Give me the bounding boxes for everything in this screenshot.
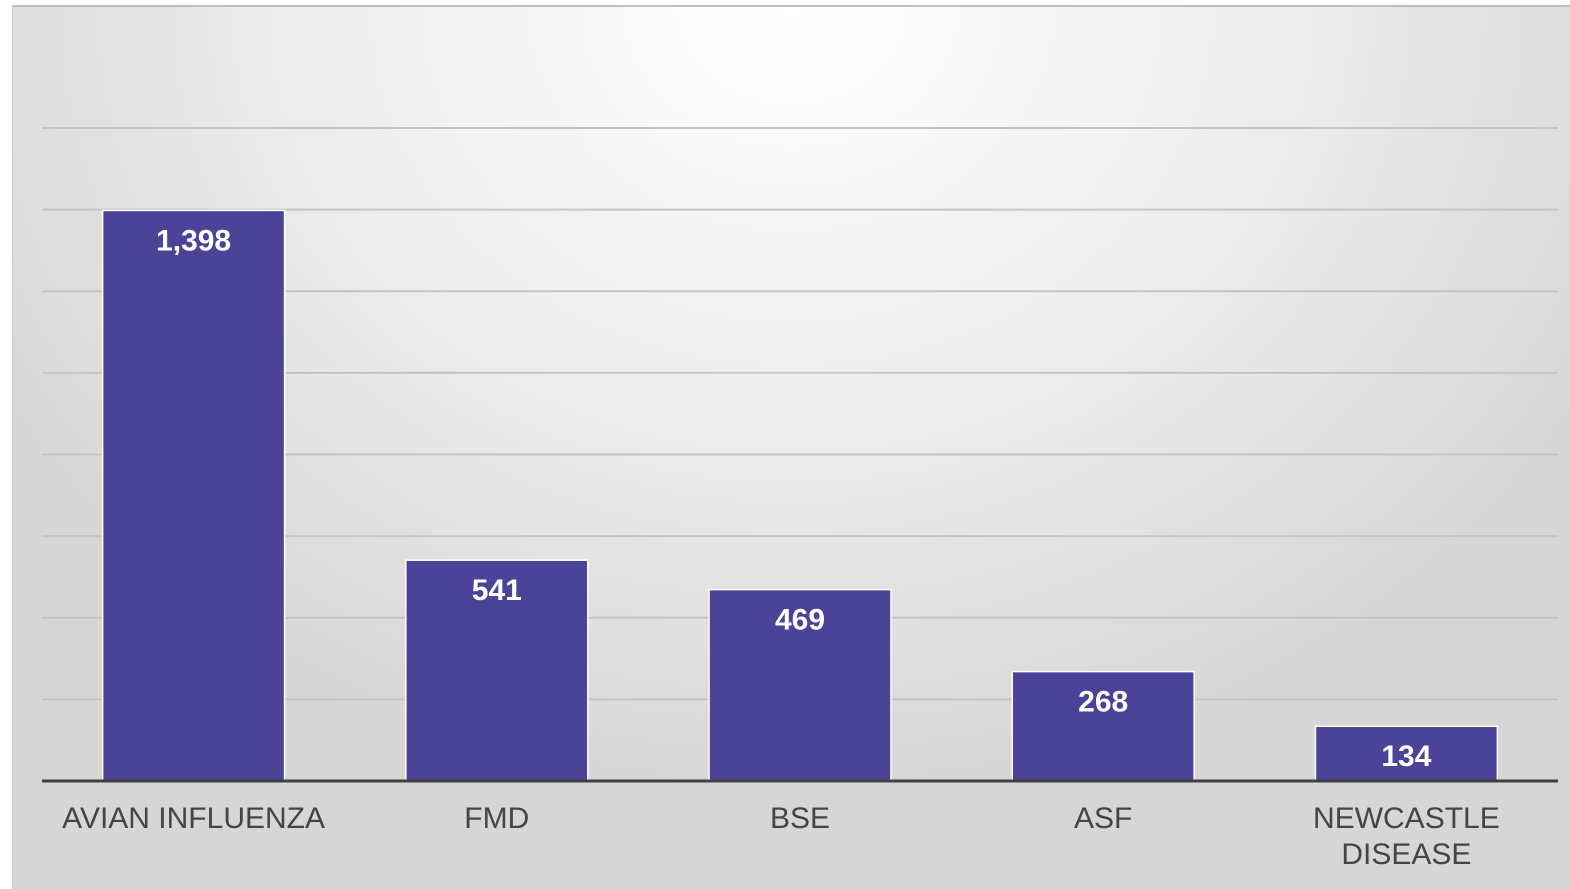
- data-label: 469: [775, 604, 825, 637]
- x-tick-label: NEWCASTLE DISEASE: [1313, 802, 1500, 871]
- bar: [1011, 670, 1195, 782]
- bar: [101, 209, 286, 782]
- bar: [1314, 725, 1499, 782]
- x-tick-label: BSE: [769, 802, 831, 835]
- data-label: 541: [472, 574, 522, 607]
- x-tick-label: AVIAN INFLUENZA: [62, 802, 325, 835]
- bar: [708, 588, 892, 782]
- x-tick-label: FMD: [464, 802, 530, 835]
- data-label: 134: [1381, 740, 1431, 773]
- data-label: 1,398: [156, 224, 231, 257]
- bar: [405, 559, 589, 782]
- data-label: 268: [1078, 686, 1128, 719]
- x-tick-label: ASF: [1074, 802, 1133, 835]
